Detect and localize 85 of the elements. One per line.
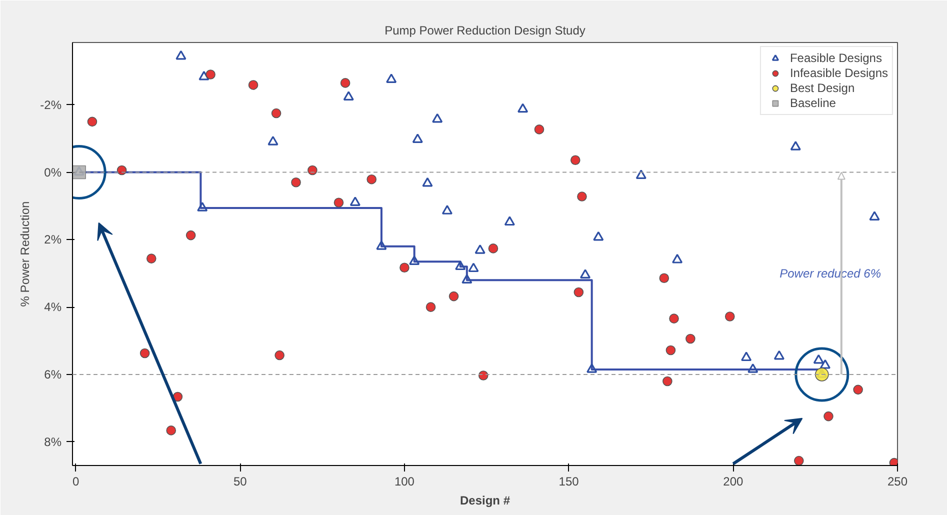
x-tick-label: 250: [887, 474, 908, 488]
point: [271, 108, 282, 118]
point: [741, 352, 752, 362]
legend-label: Baseline: [790, 96, 836, 110]
point: [504, 216, 515, 226]
point: [669, 314, 679, 324]
point: [724, 312, 735, 322]
point: [340, 78, 350, 88]
x-tick-label: 50: [233, 474, 248, 488]
point: [686, 334, 696, 344]
point: [488, 244, 498, 254]
point: [366, 174, 377, 184]
point: [462, 274, 472, 284]
point: [426, 302, 436, 312]
x-tick-label: 200: [723, 474, 744, 488]
point: [518, 103, 528, 113]
y-tick-label: 4%: [44, 300, 62, 314]
point: [87, 116, 98, 127]
point: [176, 50, 186, 60]
y-tick-label: 6%: [44, 367, 62, 382]
point: [248, 80, 258, 90]
point: [166, 426, 176, 436]
point: [274, 350, 284, 360]
point: [824, 411, 834, 422]
point: [586, 363, 598, 373]
point: [593, 231, 604, 241]
point: [580, 269, 591, 278]
y-axis-title: % Power Reduction: [18, 201, 32, 307]
point: [774, 350, 784, 360]
point: [400, 262, 410, 273]
legend-label: Feasible Designs: [790, 51, 882, 65]
point: [478, 370, 488, 380]
legend-label: Infeasible Designs: [790, 66, 888, 80]
point: [386, 74, 397, 83]
x-tick-label: 0: [72, 474, 80, 488]
point: [376, 240, 387, 250]
point: [291, 177, 301, 188]
point: [343, 91, 354, 100]
point: [577, 192, 587, 202]
x-tick-label: 100: [394, 474, 415, 488]
x-axis-title: Design #: [460, 494, 510, 508]
point: [659, 273, 670, 283]
point: [820, 359, 830, 369]
point: [146, 254, 156, 264]
point: [448, 291, 459, 302]
point: [350, 196, 360, 206]
point: [794, 456, 804, 466]
point: [666, 345, 676, 356]
point: [790, 140, 801, 150]
point: [468, 262, 479, 272]
point: [853, 384, 863, 395]
point: [748, 363, 758, 373]
point: [308, 165, 318, 176]
point: [140, 348, 150, 358]
point: [197, 202, 208, 212]
point: [186, 230, 196, 240]
y-tick-label: -2%: [40, 98, 62, 112]
chart-title: Pump Power Reduction Design Study: [384, 24, 586, 38]
point: [570, 155, 580, 166]
point: [636, 170, 646, 180]
point: [172, 392, 183, 402]
point: [474, 244, 486, 254]
point: [442, 205, 452, 214]
y-tick-label: 0%: [44, 165, 62, 180]
point: [268, 136, 278, 146]
point: [672, 254, 683, 264]
point: [869, 211, 880, 220]
point: [574, 287, 584, 298]
y-tick-label: 8%: [44, 434, 62, 449]
legend-label: Best Design: [790, 81, 855, 95]
point: [662, 376, 672, 386]
y-tick-label: 2%: [44, 232, 62, 247]
point: [198, 70, 210, 80]
point: [455, 260, 466, 270]
point: [334, 198, 344, 208]
point: [813, 354, 824, 364]
point: [409, 256, 420, 265]
annotation: Power reduced 6%: [780, 266, 882, 280]
point: [206, 70, 216, 80]
x-tick-label: 150: [558, 474, 580, 488]
point: [412, 134, 423, 143]
point: [534, 124, 544, 134]
point: [116, 165, 127, 176]
point: [432, 113, 443, 123]
point: [422, 177, 433, 187]
